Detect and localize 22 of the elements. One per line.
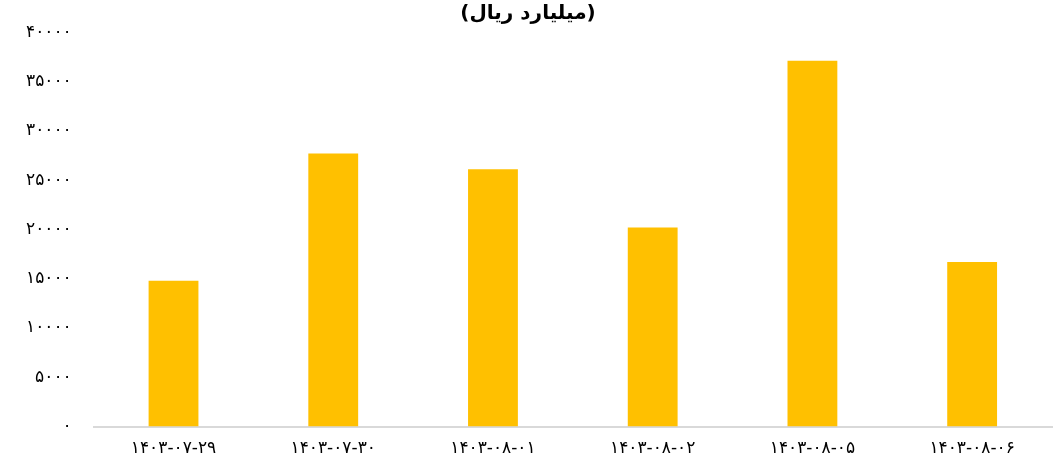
bar: [468, 169, 518, 427]
x-tick-label: ۱۴۰۳-۰۸-۰۵: [769, 437, 856, 458]
y-tick-label: ۱۰۰۰۰: [26, 316, 72, 337]
y-tick-label: ۲۵۰۰۰: [26, 168, 72, 189]
y-tick-label: ۰: [62, 415, 72, 436]
x-tick-label: ۱۴۰۳-۰۷-۳۰: [290, 437, 376, 458]
bar: [787, 60, 838, 427]
y-tick-label: ۵۰۰۰: [35, 365, 72, 386]
bar: [148, 280, 199, 427]
x-tick-label: ۱۴۰۳-۰۷-۲۹: [130, 437, 217, 458]
chart-title: (میلیارد ریال): [460, 0, 596, 25]
y-tick-label: ۳۵۰۰۰: [26, 69, 72, 90]
y-tick-label: ۴۰۰۰۰: [26, 20, 72, 41]
x-tick-label: ۱۴۰۳-۰۸-۰۱: [450, 437, 536, 458]
bar: [627, 227, 678, 427]
x-tick-label: ۱۴۰۳-۰۸-۰۶: [929, 437, 1015, 458]
y-tick-label: ۱۵۰۰۰: [26, 267, 72, 288]
x-tick-label: ۱۴۰۳-۰۸-۰۲: [610, 437, 696, 458]
y-tick-label: ۲۰۰۰۰: [26, 217, 72, 238]
bar: [947, 261, 998, 427]
y-tick-label: ۳۰۰۰۰: [26, 119, 72, 140]
bar: [308, 153, 359, 427]
